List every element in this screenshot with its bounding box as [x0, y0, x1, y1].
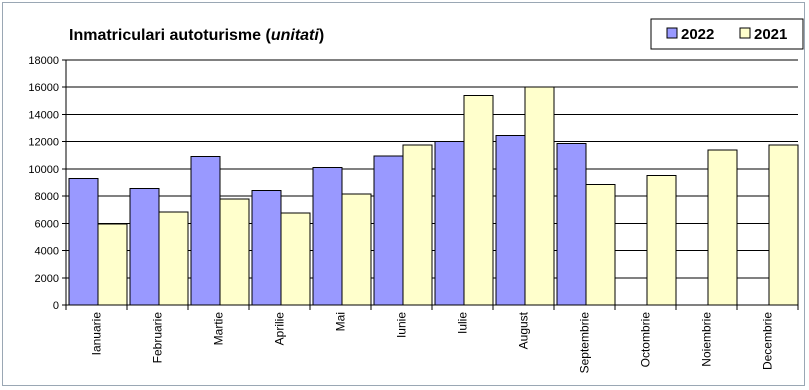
- bar-2022-aprilie: [251, 190, 282, 306]
- category-label: August: [517, 311, 531, 349]
- category-label: Noiembrie: [700, 312, 714, 367]
- bar-2022-ianuarie: [68, 177, 99, 306]
- category-label: Iunie: [395, 312, 409, 338]
- y-tick-label: 4000: [35, 246, 59, 258]
- bar-2022-mai: [312, 167, 343, 306]
- legend-label-2021: 2021: [754, 26, 787, 43]
- y-tick-label: 12000: [28, 137, 59, 149]
- bar-2021-mai: [341, 193, 372, 306]
- bar-2021-ianuarie: [97, 223, 128, 306]
- category-label: Ianuarie: [90, 312, 104, 356]
- category-label: Martie: [212, 312, 226, 346]
- bar-2021-iulie: [463, 94, 494, 306]
- title-main: Inmatriculari autoturisme (: [69, 27, 271, 44]
- title-end: ): [319, 27, 324, 44]
- bar-2022-martie: [190, 156, 221, 306]
- category-label: Aprilie: [273, 312, 287, 346]
- y-tick-label: 2000: [35, 273, 59, 285]
- legend: 2022 2021: [650, 18, 804, 50]
- legend-swatch-2022: [666, 27, 678, 39]
- plot-area: 0 2000 4000 6000 8000 10000 12000 14000 16000 180…: [28, 55, 799, 374]
- category-label: Octombrie: [639, 312, 653, 368]
- bar-2021-iunie: [402, 144, 433, 306]
- y-tick-label: 0: [53, 300, 59, 312]
- title-italic: unitati: [271, 27, 320, 44]
- chart-svg: Inmatriculari autoturisme (unitati) 2022…: [28, 18, 804, 374]
- bar-2021-octombrie: [646, 175, 677, 306]
- bar-2022-iunie: [373, 155, 404, 306]
- y-tick-label: 10000: [28, 164, 59, 176]
- legend-swatch-2021: [739, 27, 751, 39]
- y-tick-label: 6000: [35, 218, 59, 230]
- chart-frame: Inmatriculari autoturisme (unitati) 2022…: [2, 2, 805, 386]
- bar-2021-decembrie: [768, 144, 799, 306]
- bar-2021-noiembrie: [707, 149, 738, 306]
- y-tick-label: 18000: [28, 55, 59, 67]
- y-tick-label: 8000: [35, 191, 59, 203]
- bar-2022-septembrie: [556, 143, 587, 306]
- category-label: Septembrie: [578, 312, 592, 374]
- legend-label-2022: 2022: [681, 26, 714, 43]
- category-label: Februarie: [151, 312, 165, 364]
- bar-2021-septembrie: [585, 184, 616, 306]
- bar-2022-august: [495, 135, 526, 306]
- category-label: Decembrie: [761, 312, 775, 370]
- bar-2021-august: [524, 86, 555, 306]
- category-label: Iulie: [456, 312, 470, 334]
- chart-title: Inmatriculari autoturisme (unitati): [69, 27, 324, 44]
- bar-2021-februarie: [158, 211, 189, 306]
- y-tick-label: 16000: [28, 82, 59, 94]
- y-tick-label: 14000: [28, 109, 59, 121]
- bar-2022-februarie: [129, 188, 160, 306]
- category-label: Mai: [334, 312, 348, 331]
- bar-2021-martie: [219, 198, 250, 306]
- bar-2021-aprilie: [280, 212, 311, 306]
- bar-2022-iulie: [434, 141, 465, 306]
